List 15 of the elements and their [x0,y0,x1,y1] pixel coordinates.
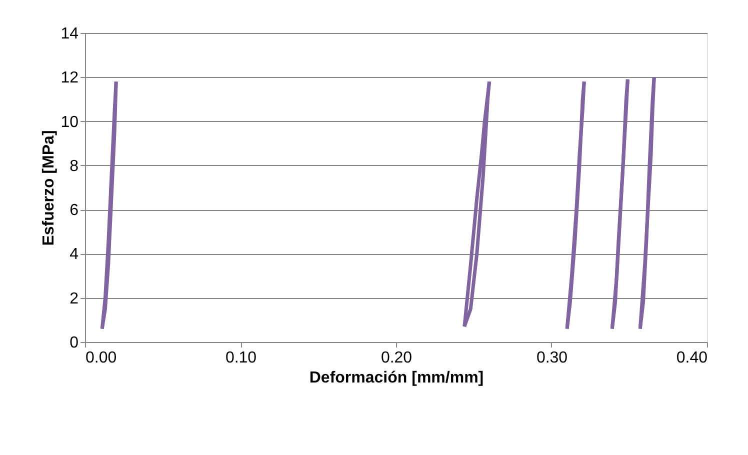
x-tick-label: 0.10 [225,350,257,366]
x-tick-label: 0.20 [380,350,412,366]
y-axis-title: Esfuerzo [MPa] [40,130,58,246]
y-tick-label: 2 [70,290,79,308]
y-tick-label: 14 [60,26,79,42]
y-tick-label: 6 [70,202,79,220]
x-tick-label: 0.00 [86,350,117,366]
y-tick-label: 8 [70,158,79,175]
y-tick-label: 4 [70,246,79,264]
x-tick-label: 0.30 [536,350,568,366]
x-tick-label: 0.40 [676,350,708,366]
y-tick-label: 12 [60,70,79,87]
y-tick-label: 10 [60,114,79,131]
y-tick-label: 0 [70,334,79,352]
x-axis-title: Deformación [mm/mm] [309,370,484,386]
